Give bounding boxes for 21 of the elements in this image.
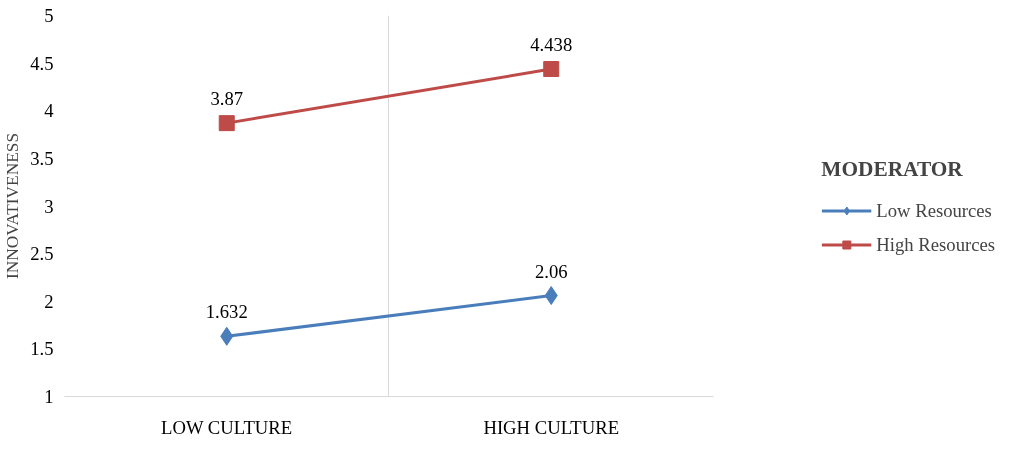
y-tick-label: 1.5 <box>30 338 54 360</box>
legend-label: High Resources <box>876 233 995 255</box>
legend-title: MODERATOR <box>821 156 964 181</box>
data-label: 1.632 <box>205 301 248 323</box>
data-label: 4.438 <box>530 34 573 56</box>
x-tick-label: LOW CULTURE <box>161 416 293 438</box>
y-axis-title: INNOVATIVENESS <box>3 132 23 280</box>
point <box>218 115 235 132</box>
y-tick-label: 4.5 <box>30 52 54 74</box>
legend-label: Low Resources <box>876 199 992 221</box>
data-label: 2.06 <box>534 260 568 282</box>
y-tick-label: 1 <box>44 386 54 407</box>
y-tick-label: 2.5 <box>30 243 54 265</box>
y-tick-label: 2 <box>44 290 54 312</box>
y-tick-label: 3 <box>44 195 54 217</box>
y-tick-label: 4 <box>44 100 55 122</box>
y-tick-label: 5 <box>44 5 54 26</box>
x-tick-label: HIGH CULTURE <box>483 416 620 438</box>
data-label: 3.87 <box>210 88 244 110</box>
y-tick-label: 3.5 <box>30 147 54 169</box>
point <box>543 61 560 78</box>
